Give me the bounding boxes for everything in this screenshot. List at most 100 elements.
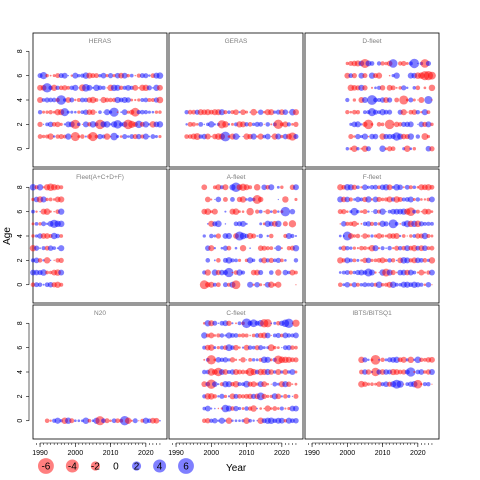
- residual-bubble: [89, 121, 97, 128]
- residual-bubble: [142, 417, 149, 424]
- residual-bubble: [348, 258, 353, 263]
- residual-bubble: [251, 258, 256, 263]
- residual-bubble: [130, 419, 133, 422]
- residual-bubble: [404, 145, 411, 152]
- residual-bubble: [240, 109, 246, 116]
- residual-bubble: [422, 382, 427, 387]
- residual-bubble: [150, 98, 155, 102]
- residual-bubble: [338, 271, 342, 274]
- residual-bubble: [415, 85, 421, 91]
- x-tick-label: 2020: [274, 450, 290, 457]
- residual-bubble: [37, 121, 43, 128]
- residual-bubble: [33, 257, 40, 264]
- residual-bubble: [272, 333, 277, 338]
- residual-bubble: [143, 97, 149, 103]
- residual-bubble: [383, 221, 389, 227]
- residual-bubble: [230, 197, 235, 202]
- residual-bubble: [386, 133, 393, 140]
- residual-bubble: [279, 258, 284, 263]
- residual-bubble: [39, 72, 48, 80]
- y-tick-label: 4: [17, 370, 24, 374]
- residual-bubble: [266, 394, 270, 398]
- residual-bubble: [115, 418, 121, 424]
- residual-bubble: [386, 196, 393, 203]
- residual-bubble: [247, 197, 253, 202]
- residual-bubble: [423, 357, 427, 362]
- residual-bubble: [97, 85, 103, 91]
- residual-bubble: [386, 84, 393, 91]
- residual-bubble: [258, 345, 264, 351]
- residual-bubble: [407, 121, 414, 128]
- residual-bubble: [395, 86, 398, 89]
- residual-bubble: [388, 219, 398, 229]
- residual-bubble: [348, 197, 353, 202]
- x-tick-label: 2020: [410, 450, 426, 457]
- y-tick-label: 2: [17, 394, 24, 398]
- residual-bubble: [125, 84, 132, 91]
- panel-frame: [32, 32, 168, 168]
- residual-bubble: [429, 369, 435, 375]
- residual-bubble: [208, 281, 215, 288]
- residual-bubble: [129, 73, 134, 78]
- residual-bubble: [218, 109, 225, 116]
- residual-bubble: [361, 133, 369, 140]
- residual-bubble: [80, 134, 85, 139]
- residual-bubble: [134, 98, 137, 102]
- residual-bubble: [251, 122, 256, 127]
- residual-bubble: [362, 209, 368, 215]
- residual-bubble: [40, 269, 47, 276]
- residual-bubble: [65, 97, 72, 103]
- residual-bubble: [293, 393, 299, 399]
- residual-bubble: [362, 110, 367, 115]
- panel-title: Fleet(A+C+D+F): [76, 174, 124, 181]
- residual-bubble: [109, 107, 119, 117]
- residual-bubble: [212, 320, 218, 326]
- residual-bubble: [239, 232, 247, 240]
- residual-bubble: [35, 210, 38, 213]
- residual-bubble: [30, 282, 36, 288]
- residual-bubble: [380, 61, 385, 66]
- residual-bubble: [394, 97, 400, 103]
- residual-bubble: [397, 184, 403, 191]
- residual-bubble: [137, 87, 140, 89]
- y-tick-label: 0: [17, 147, 24, 151]
- residual-bubble: [426, 134, 431, 139]
- residual-bubble: [48, 97, 53, 103]
- residual-bubble: [257, 133, 264, 140]
- residual-bubble: [257, 417, 264, 424]
- residual-bubble: [342, 283, 346, 287]
- residual-bubble: [337, 184, 344, 191]
- residual-bubble: [339, 223, 342, 225]
- residual-bubble: [388, 59, 398, 68]
- residual-bubble: [430, 221, 434, 226]
- residual-bubble: [264, 356, 271, 363]
- residual-bubble: [423, 370, 427, 374]
- residual-bubble: [362, 184, 368, 191]
- residual-bubble: [226, 245, 232, 251]
- residual-bubble: [231, 322, 234, 325]
- residual-bubble: [244, 333, 249, 338]
- residual-bubble: [204, 133, 211, 140]
- residual-bubble: [45, 197, 49, 202]
- residual-bubble: [210, 407, 213, 410]
- residual-bubble: [405, 98, 409, 102]
- residual-bubble: [425, 184, 432, 191]
- residual-bubble: [138, 420, 140, 422]
- residual-bubble: [184, 134, 189, 139]
- residual-bubble: [55, 258, 60, 263]
- residual-bubble: [121, 72, 128, 79]
- residual-bubble: [87, 418, 92, 423]
- residual-bubble: [118, 85, 124, 91]
- residual-bubble: [206, 222, 209, 225]
- residual-bubble: [211, 208, 218, 215]
- residual-bubble: [386, 184, 393, 191]
- x-tick-label: 2010: [103, 450, 119, 457]
- panel-title: N20: [94, 310, 106, 317]
- residual-bubble: [240, 220, 247, 227]
- residual-bubble: [268, 281, 275, 288]
- residual-bubble: [384, 234, 388, 238]
- residual-bubble: [210, 198, 213, 201]
- residual-bubble: [105, 74, 109, 78]
- residual-bubble: [264, 332, 271, 339]
- residual-bubble: [233, 221, 239, 227]
